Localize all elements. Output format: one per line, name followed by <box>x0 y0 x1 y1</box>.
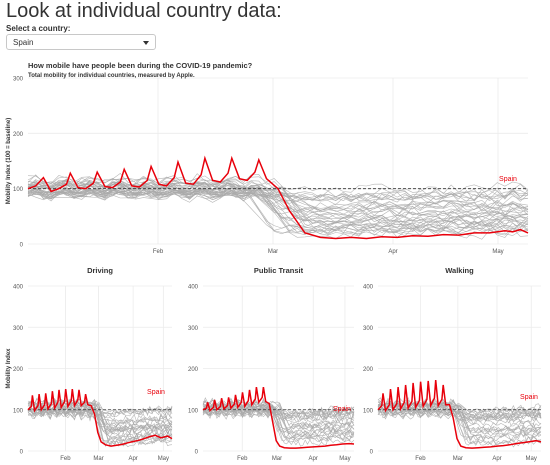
country-line <box>202 405 355 426</box>
country-line <box>202 403 355 417</box>
country-line <box>377 410 542 442</box>
country-select-value: Spain <box>13 38 34 47</box>
country-line <box>27 188 529 211</box>
country-line <box>27 400 173 445</box>
chevron-down-icon <box>143 41 149 45</box>
page-heading: Look at individual country data: <box>6 0 282 22</box>
country-line <box>27 176 529 205</box>
x-tick-label: Mar <box>268 249 278 255</box>
country-line <box>27 188 529 212</box>
y-tick-label: 0 <box>370 450 374 456</box>
country-line <box>27 178 529 232</box>
country-line <box>377 402 542 437</box>
country-select[interactable]: Spain <box>6 34 156 50</box>
country-line <box>377 400 542 429</box>
y-tick-label: 0 <box>20 243 24 249</box>
y-tick-label: 0 <box>20 450 24 456</box>
y-axis-label: Mobility Index (100 = baseline) <box>6 118 12 205</box>
country-line <box>27 408 173 434</box>
country-line <box>377 408 542 425</box>
country-line <box>27 179 529 231</box>
chart-title: Walking <box>445 266 474 275</box>
highlight-series-line <box>27 389 173 447</box>
country-line <box>27 405 173 415</box>
country-line <box>27 186 529 226</box>
y-tick-label: 200 <box>363 367 374 373</box>
y-axis-label: Mobility Index <box>6 348 12 389</box>
x-tick-label: Apr <box>309 456 318 462</box>
highlight-series-line <box>202 386 355 449</box>
country-line <box>377 401 542 416</box>
y-tick-label: 300 <box>188 326 199 332</box>
x-tick-label: May <box>492 249 503 255</box>
country-line <box>377 397 542 442</box>
y-tick-label: 100 <box>363 408 374 414</box>
y-tick-label: 200 <box>13 132 24 138</box>
country-line <box>27 400 173 424</box>
x-tick-label: Mar <box>93 456 103 462</box>
country-line <box>27 179 529 205</box>
country-line <box>377 401 542 415</box>
x-tick-label: May <box>158 456 169 462</box>
x-tick-label: Feb <box>237 456 248 462</box>
x-tick-label: Apr <box>128 456 137 462</box>
y-tick-label: 0 <box>195 450 199 456</box>
x-tick-label: Apr <box>492 456 501 462</box>
y-tick-label: 300 <box>13 77 24 83</box>
y-tick-label: 400 <box>13 285 24 291</box>
chart-subtitle: Total mobility for individual countries,… <box>28 73 195 79</box>
y-tick-label: 100 <box>13 187 24 193</box>
x-tick-label: Mar <box>453 456 463 462</box>
chart-title: Public Transit <box>254 266 304 275</box>
y-tick-label: 100 <box>188 408 199 414</box>
highlight-series-line <box>27 155 529 240</box>
country-line <box>27 406 173 419</box>
country-line <box>202 403 355 441</box>
country-select-label: Select a country: <box>6 24 71 33</box>
chart-title: Driving <box>87 266 113 275</box>
y-tick-label: 200 <box>188 367 199 373</box>
x-tick-label: May <box>526 456 537 462</box>
chart-title: How mobile have people been during the C… <box>28 61 253 70</box>
y-tick-label: 400 <box>363 285 374 291</box>
y-tick-label: 100 <box>13 408 24 414</box>
country-line <box>202 404 355 447</box>
x-tick-label: May <box>339 456 350 462</box>
country-line <box>27 186 529 219</box>
country-line <box>202 404 355 442</box>
highlight-label: Spain <box>520 394 538 401</box>
country-line <box>27 406 173 440</box>
x-tick-label: Feb <box>60 456 71 462</box>
y-tick-label: 300 <box>13 326 24 332</box>
country-line <box>27 192 529 234</box>
country-line <box>202 410 355 436</box>
country-line <box>27 189 529 228</box>
country-line <box>27 190 529 215</box>
x-tick-label: Apr <box>388 249 397 255</box>
highlight-label: Spain <box>147 389 165 396</box>
y-tick-label: 300 <box>363 326 374 332</box>
country-line <box>202 402 355 433</box>
x-tick-label: Feb <box>153 249 164 255</box>
x-tick-label: Mar <box>272 456 282 462</box>
y-tick-label: 200 <box>13 367 24 373</box>
x-tick-label: Feb <box>415 456 426 462</box>
country-line <box>27 172 529 234</box>
highlight-label: Spain <box>499 176 517 183</box>
country-line <box>202 407 355 432</box>
y-tick-label: 400 <box>188 285 199 291</box>
highlight-label: Spain <box>333 406 351 413</box>
highlight-series-line <box>377 380 542 449</box>
